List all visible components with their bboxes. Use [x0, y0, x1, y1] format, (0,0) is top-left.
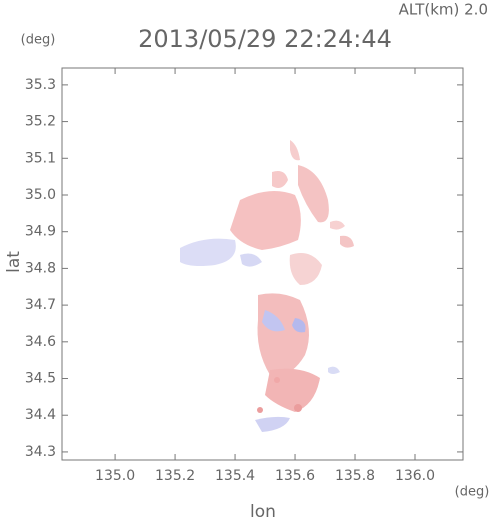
- x-tick-label: 135.2: [155, 468, 195, 484]
- y-unit: (deg): [21, 33, 56, 48]
- altitude-annotation: ALT(km) 2.0: [399, 1, 488, 19]
- y-tick-label: 34.9: [25, 224, 56, 240]
- y-tick-label: 35.3: [25, 77, 56, 93]
- y-tick-label: 34.3: [25, 444, 56, 460]
- y-tick-label: 35.1: [25, 150, 56, 166]
- x-unit: (deg): [455, 485, 490, 500]
- x-tick-label: 135.0: [95, 468, 135, 484]
- y-tick-label: 34.8: [25, 260, 56, 276]
- radar-echo: [180, 140, 354, 432]
- x-tick-label: 136.0: [395, 468, 435, 484]
- x-tick-label: 135.6: [275, 468, 315, 484]
- y-tick-label: 35.0: [25, 187, 56, 203]
- y-axis-label: lat: [4, 251, 24, 273]
- y-tick-label: 34.6: [25, 334, 56, 350]
- y-tick-label: 35.2: [25, 114, 56, 130]
- y-tick-label: 34.4: [25, 407, 56, 423]
- y-tick-label: 34.5: [25, 371, 56, 387]
- chart-title: 2013/05/29 22:24:44: [138, 25, 392, 53]
- plot-frame: [61, 67, 464, 461]
- x-tick-label: 135.4: [215, 468, 255, 484]
- x-axis-label: lon: [250, 502, 276, 521]
- x-tick-label: 135.8: [335, 468, 375, 484]
- y-tick-label: 34.7: [25, 297, 56, 313]
